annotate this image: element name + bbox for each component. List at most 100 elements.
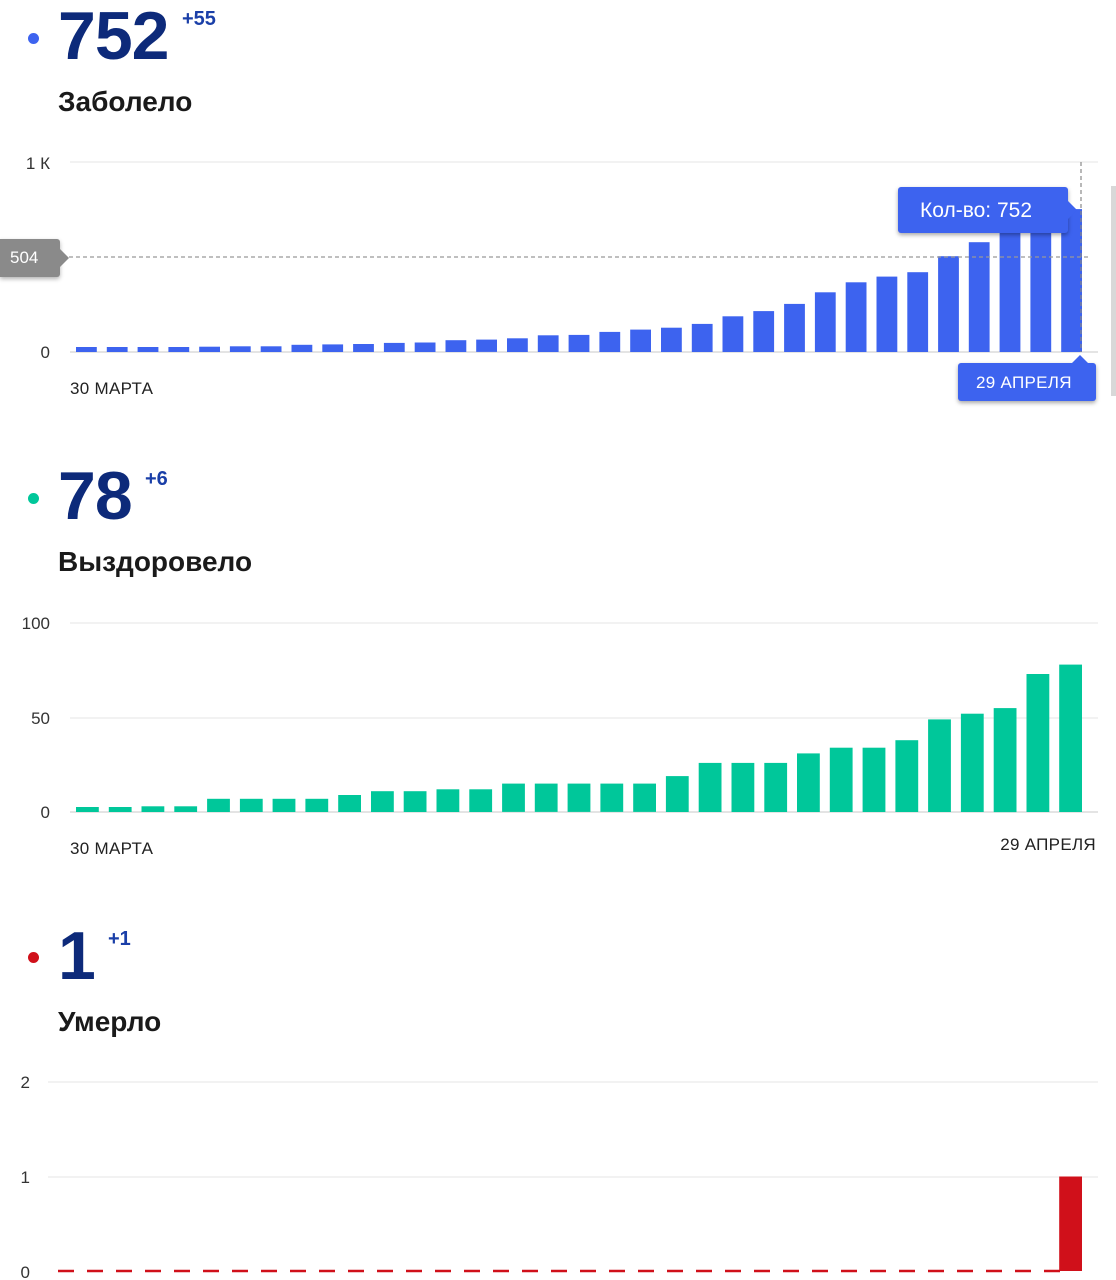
infected-total: 752: [58, 0, 169, 74]
bar[interactable]: [76, 807, 99, 812]
bar[interactable]: [876, 276, 898, 352]
bar[interactable]: [168, 347, 190, 352]
bar[interactable]: [1026, 674, 1050, 812]
bar[interactable]: [141, 806, 165, 812]
bar[interactable]: [436, 789, 460, 812]
bar[interactable]: [199, 346, 220, 352]
bar[interactable]: [960, 713, 984, 812]
date-end: 29 АПРЕЛЯ: [1000, 835, 1096, 854]
bar[interactable]: [260, 346, 282, 352]
date-end: 29 АПРЕЛЯ: [976, 373, 1072, 392]
bar[interactable]: [797, 753, 820, 812]
bar[interactable]: [137, 347, 159, 352]
y-tick-50: 50: [31, 709, 50, 728]
bar[interactable]: [722, 316, 744, 352]
bar[interactable]: [272, 798, 296, 812]
infected-delta: +55: [182, 8, 216, 30]
deaths-dot: [28, 952, 39, 963]
bar[interactable]: [76, 347, 97, 352]
date-end-badge-arrow: [1072, 355, 1088, 363]
bar[interactable]: [568, 334, 590, 352]
bar[interactable]: [661, 327, 682, 352]
bar[interactable]: [207, 798, 230, 812]
date-start: 30 МАРТА: [70, 839, 154, 858]
recovered-dot: [28, 493, 39, 504]
bar[interactable]: [938, 256, 959, 352]
bar[interactable]: [698, 762, 722, 812]
bar[interactable]: [476, 339, 497, 352]
bar[interactable]: [814, 292, 836, 352]
bar[interactable]: [567, 783, 591, 812]
bar[interactable]: [383, 342, 405, 352]
deaths-section: 1 +1 Умерло 0 1 2: [0, 860, 1116, 1280]
bar[interactable]: [108, 807, 132, 812]
bar[interactable]: [895, 740, 919, 812]
crosshair-value-arrow: [60, 249, 69, 267]
deaths-bars: [1059, 1176, 1082, 1272]
bar[interactable]: [753, 311, 775, 352]
bar[interactable]: [353, 344, 374, 352]
bar[interactable]: [731, 762, 755, 812]
bar[interactable]: [600, 783, 624, 812]
bar[interactable]: [845, 282, 867, 352]
bar[interactable]: [862, 747, 886, 812]
infected-bars: [76, 209, 1082, 352]
bar[interactable]: [338, 795, 361, 812]
recovered-section: 78 +6 Выздоровело 0 50 100 30 МАРТА 29 А…: [0, 420, 1116, 860]
crosshair-value-label: 504: [0, 239, 69, 277]
bar[interactable]: [907, 272, 929, 352]
bar[interactable]: [305, 798, 329, 812]
bar[interactable]: [691, 323, 713, 352]
bar[interactable]: [1059, 1176, 1082, 1272]
y-tick-0: 0: [41, 343, 50, 362]
bar[interactable]: [764, 762, 788, 812]
bar[interactable]: [537, 335, 559, 352]
recovered-total: 78: [58, 458, 133, 534]
bar[interactable]: [665, 776, 689, 812]
bar[interactable]: [633, 783, 656, 812]
infected-chart[interactable]: 0 1 К 30 МАРТА: [0, 0, 1116, 420]
bar[interactable]: [507, 338, 528, 352]
bar[interactable]: [599, 331, 621, 352]
bar[interactable]: [502, 783, 525, 812]
bar[interactable]: [968, 242, 990, 352]
deaths-chart[interactable]: 0 1 2: [0, 860, 1116, 1280]
bar[interactable]: [239, 798, 263, 812]
infected-section: 752 +55 Заболело 0 1 К 30 МАРТА 504 Кол-…: [0, 0, 1116, 420]
crosshair-value: 504: [10, 248, 39, 267]
bar[interactable]: [993, 708, 1017, 813]
bar[interactable]: [174, 806, 198, 812]
infected-label: Заболело: [58, 86, 193, 117]
bar[interactable]: [106, 347, 128, 352]
bar[interactable]: [1061, 209, 1082, 352]
tooltip-text: Кол-во: 752: [920, 199, 1033, 222]
bar[interactable]: [414, 342, 436, 353]
deaths-label: Умерло: [58, 1006, 162, 1037]
bar[interactable]: [928, 719, 951, 812]
y-tick-0: 0: [21, 1263, 30, 1280]
bar[interactable]: [1030, 219, 1052, 352]
bar[interactable]: [469, 789, 493, 812]
bar[interactable]: [322, 344, 344, 352]
recovered-label: Выздоровело: [58, 546, 253, 577]
bar[interactable]: [999, 231, 1021, 352]
bar[interactable]: [829, 747, 853, 812]
bar[interactable]: [445, 340, 467, 352]
infected-dot: [28, 33, 39, 44]
y-tick-1k: 1 К: [26, 154, 50, 173]
recovered-delta: +6: [145, 468, 168, 490]
bar[interactable]: [630, 329, 651, 352]
bar[interactable]: [291, 344, 313, 352]
y-tick-1: 1: [21, 1168, 30, 1187]
tooltip-arrow: [1068, 201, 1077, 219]
y-tick-2: 2: [21, 1073, 30, 1092]
bar[interactable]: [534, 783, 558, 812]
bar[interactable]: [229, 346, 251, 352]
recovered-chart[interactable]: 0 50 100 30 МАРТА 29 АПРЕЛЯ: [0, 420, 1116, 860]
bar[interactable]: [371, 791, 394, 812]
deaths-delta: +1: [108, 928, 131, 950]
bar[interactable]: [403, 791, 427, 812]
bar[interactable]: [1059, 664, 1082, 812]
bar[interactable]: [784, 303, 805, 352]
date-start: 30 МАРТА: [70, 379, 154, 398]
